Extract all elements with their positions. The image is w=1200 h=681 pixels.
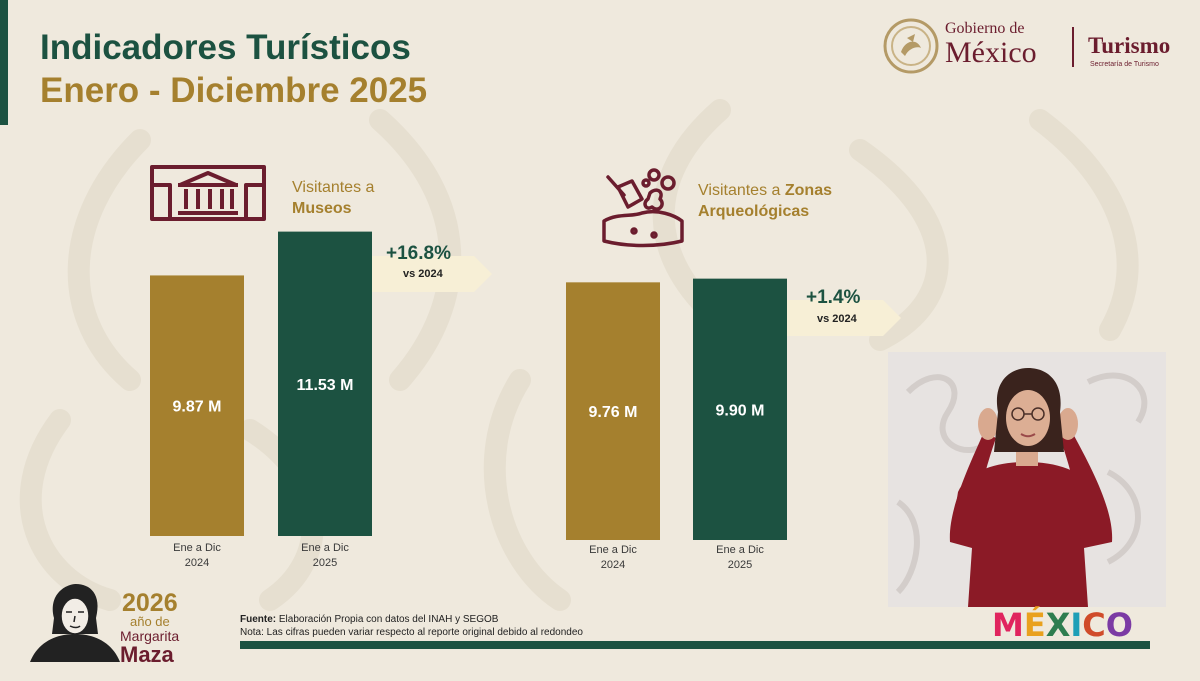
- chart-0-bar-0: [150, 275, 244, 536]
- mexico-brand-logo: MÉXICO: [992, 606, 1133, 644]
- museos-change-vs: vs 2024: [403, 268, 443, 280]
- chart-0-tick-0-line-1: 2024: [185, 557, 209, 569]
- logo-turismo: Turismo: [1088, 33, 1171, 58]
- nota-text: Nota: Las cifras pueden variar respecto …: [240, 627, 583, 638]
- page-title: Indicadores Turísticos: [40, 28, 411, 67]
- museos-title-prefix: Visitantes a: [292, 179, 375, 196]
- brand-letter: O: [1105, 606, 1133, 644]
- sign-language-interpreter-video: [888, 352, 1166, 607]
- zonas-change-vs: vs 2024: [817, 313, 857, 325]
- zonas-title-bold-line2: Arqueológicas: [698, 203, 810, 220]
- anio-de: año de: [130, 614, 170, 629]
- zonas-change-percent: +1.4%: [806, 287, 861, 308]
- chart-1-change-arrow: [787, 300, 901, 336]
- accent-bar: [0, 0, 8, 125]
- interpreter-image: [888, 352, 1166, 607]
- chart-1-tick-1-line-0: Ene a Dic: [716, 544, 764, 556]
- brand-letter: C: [1082, 606, 1106, 644]
- brand-letter: M: [992, 606, 1024, 644]
- brand-letter: X: [1045, 606, 1071, 644]
- logo-gobierno-de: Gobierno de: [945, 20, 1025, 37]
- brand-letter: É: [1023, 606, 1046, 644]
- chart-1-bar-1-value-label: 9.90 M: [716, 402, 765, 419]
- chart-0-bar-0-value-label: 9.87 M: [173, 399, 222, 416]
- zonas-title-bold-line1: Zonas: [784, 182, 832, 199]
- logo-secretaria: Secretaría de Turismo: [1090, 61, 1159, 68]
- zonas-section-title: Visitantes a Zonas Arqueológicas: [698, 180, 832, 222]
- chart-0-change-arrow: [372, 256, 492, 292]
- chart-0-tick-1-line-1: 2025: [313, 557, 337, 569]
- museos-title-bold: Museos: [292, 200, 352, 217]
- chart-1-bar-0-value-label: 9.76 M: [589, 404, 638, 421]
- national-seal-icon: [883, 18, 939, 74]
- page-subtitle: Enero - Diciembre 2025: [40, 71, 428, 110]
- brand-letter: I: [1070, 606, 1083, 644]
- margarita-maza-portrait: [30, 584, 120, 662]
- logo-divider: [1072, 27, 1074, 67]
- source-note: Fuente: Elaboración Propia con datos del…: [240, 613, 583, 639]
- chart-1-bar-0: [566, 282, 660, 540]
- museos-change-percent: +16.8%: [386, 243, 451, 264]
- fuente-label: Fuente:: [240, 614, 277, 625]
- archaeology-icon: [602, 168, 684, 248]
- margarita: Margarita: [120, 628, 180, 644]
- chart-1-tick-1-line-1: 2025: [728, 559, 752, 571]
- chart-0-tick-1-line-0: Ene a Dic: [301, 542, 349, 554]
- maza: Maza: [120, 642, 174, 667]
- fuente-text: Elaboración Propia con datos del INAH y …: [276, 614, 499, 625]
- chart-0-bar-1-value-label: 11.53 M: [297, 377, 354, 394]
- chart-1-tick-0-line-1: 2024: [601, 559, 625, 571]
- bottom-accent-bar: [240, 641, 1150, 649]
- chart-1-tick-0-line-0: Ene a Dic: [589, 544, 637, 556]
- chart-0-tick-0-line-0: Ene a Dic: [173, 542, 221, 554]
- zonas-title-prefix: Visitantes a: [698, 182, 785, 199]
- year-2026: 2026: [122, 589, 178, 617]
- logo-mexico: México: [945, 36, 1037, 69]
- museos-section-title: Visitantes a Museos: [292, 177, 374, 219]
- chart-1-bar-1: [693, 278, 787, 540]
- museum-icon: [150, 165, 266, 221]
- chart-0-bar-1: [278, 231, 372, 536]
